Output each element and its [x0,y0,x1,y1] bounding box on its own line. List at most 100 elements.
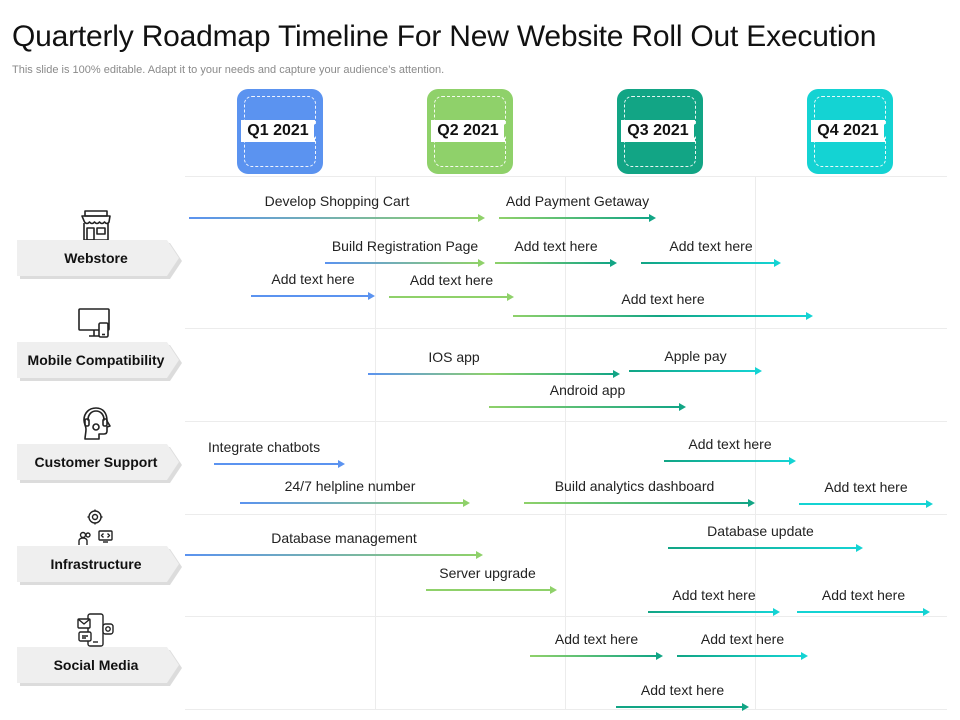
category-label-infrastructure: Infrastructure [17,546,182,585]
task-label: Add text here [688,436,772,452]
task-arrowhead-icon [507,293,514,301]
task-arrow-line [668,547,857,549]
category-label-text: Infrastructure [50,556,142,572]
task-label: Add text here [672,587,756,603]
task-label: Add text here [554,631,639,647]
task-arrowhead-icon [801,652,808,660]
task-add-text-here: Add text here [664,436,796,476]
task-arrowhead-icon [774,259,781,267]
task-arrow-line [495,262,611,264]
task-arrow-line [641,262,775,264]
task-label: Server upgrade [439,565,536,581]
task-arrow-line [629,370,756,372]
task-arrowhead-icon [550,586,557,594]
task-arrowhead-icon [923,608,930,616]
social-media-icon [77,613,114,647]
grid-divider [185,328,947,329]
task-arrow-line [797,611,924,613]
category-label-text: Social Media [53,657,139,673]
task-arrowhead-icon [476,551,483,559]
task-label: Develop Shopping Cart [264,193,410,209]
grid-divider [755,176,756,710]
grid-divider [185,709,947,710]
quarter-label: Q2 2021 [431,120,505,142]
grid-divider [185,616,947,617]
network-icon [78,509,113,545]
quarter-pointer-icon [694,124,701,138]
task-add-text-here: Add text here [648,587,780,627]
quarter-tile-q4: Q4 2021 [807,89,893,174]
task-build-registration-page: Build Registration Page [325,238,485,278]
task-add-text-here: Add text here [530,631,663,671]
page-title: Quarterly Roadmap Timeline For New Websi… [12,20,877,53]
category-label-text: Webstore [64,250,128,266]
task-arrowhead-icon [649,214,656,222]
task-arrow-line [616,706,743,708]
task-arrow-line [185,554,477,556]
grid-divider [185,421,947,422]
task-arrowhead-icon [478,214,485,222]
task-label: Add text here [669,238,753,254]
task-arrowhead-icon [478,259,485,267]
quarter-pointer-icon [314,124,321,138]
task-arrow-line [499,217,650,219]
task-label: Add text here [409,272,494,288]
quarter-pointer-icon [504,124,511,138]
task-label: Add text here [821,587,906,603]
task-add-payment-getaway: Add Payment Getaway [499,193,656,233]
devices-icon [78,308,110,338]
task-add-text-here: Add text here [641,238,781,278]
task-add-text-here: Add text here [251,271,375,311]
task-label: Build analytics dashboard [554,478,715,494]
category-label-text: Customer Support [34,454,158,470]
quarter-tile-q3: Q3 2021 [617,89,703,174]
task-arrow-line [489,406,680,408]
task-android-app: Android app [489,382,686,422]
task-arrowhead-icon [742,703,749,711]
task-arrow-line [648,611,774,613]
task-label: Apple pay [664,348,727,364]
task-label: Add text here [640,682,725,698]
task-label: Add text here [271,271,355,287]
task-database-management: Database management [185,530,483,570]
task-arrow-line [524,502,749,504]
store-icon [81,210,111,241]
task-label: Database update [707,523,814,539]
task-add-text-here: Add text here [616,682,749,720]
task-label: Add Payment Getaway [505,193,650,209]
category-label-social-media: Social Media [17,647,182,686]
task-arrowhead-icon [755,367,762,375]
task-build-analytics-dashboard: Build analytics dashboard [524,478,755,518]
task-arrowhead-icon [610,259,617,267]
task-arrow-line [214,463,339,465]
task-arrow-line [389,296,508,298]
task-label: Add text here [621,291,705,307]
task-add-text-here: Add text here [389,272,514,312]
grid-divider [185,514,947,515]
task-label: 24/7 helpline number [284,478,416,494]
category-label-text: Mobile Compatibility [27,352,165,368]
task-arrow-line [799,503,927,505]
task-server-upgrade: Server upgrade [426,565,557,605]
task-arrow-line [426,589,551,591]
task-label: IOS app [428,349,480,365]
quarter-pointer-icon [884,124,891,138]
task-arrowhead-icon [926,500,933,508]
category-label-mobile-compatibility: Mobile Compatibility [17,342,182,381]
task-label: Add text here [824,479,908,495]
headset-icon [83,407,111,440]
task-develop-shopping-cart: Develop Shopping Cart [189,193,485,233]
category-label-customer-support: Customer Support [17,444,182,483]
task-arrowhead-icon [613,370,620,378]
task-add-text-here: Add text here [495,238,617,278]
task-arrowhead-icon [856,544,863,552]
task-add-text-here: Add text here [513,291,813,331]
task-arrow-line [664,460,790,462]
grid-divider [375,176,376,710]
task-arrow-line [240,502,464,504]
task-integrate-chatbots: Integrate chatbots [208,439,345,479]
quarter-tile-q1: Q1 2021 [237,89,323,174]
task-arrow-line [325,262,479,264]
task-arrow-line [251,295,369,297]
task-arrow-line [189,217,479,219]
